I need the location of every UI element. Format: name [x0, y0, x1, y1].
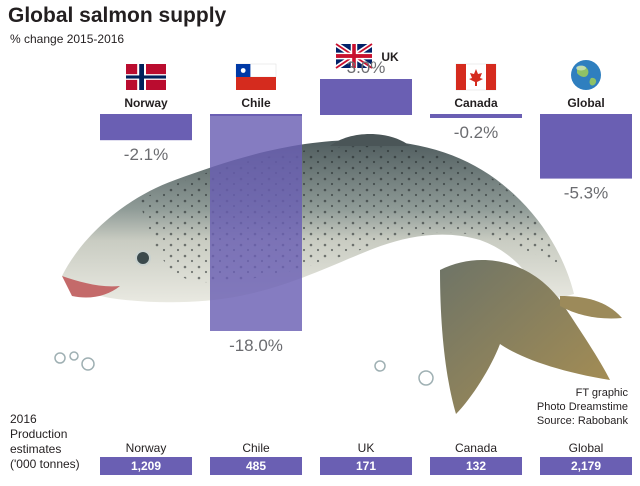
salmon-mouth	[62, 276, 120, 298]
production-label-line: Production	[10, 427, 68, 441]
value-label-chile: -18.0%	[229, 336, 283, 355]
country-label-chile: Chile	[241, 96, 271, 110]
chile-flag-icon	[235, 63, 277, 90]
bar-canada	[430, 115, 522, 118]
salmon-eye	[135, 250, 151, 266]
production-row: Norway 1,209 Chile 485 UK 171 Canada 132 Global 2…	[100, 441, 632, 475]
salmon-tail	[440, 260, 610, 414]
globe-icon	[571, 60, 601, 90]
production-value-canada: 132	[466, 459, 486, 473]
salmon-photo	[54, 134, 622, 414]
value-label-group: -2.1% -18.0% 3.0% -0.2% -5.3%	[124, 58, 608, 355]
water-droplets	[54, 351, 434, 386]
production-country-norway: Norway	[126, 441, 167, 455]
production-box-canada	[430, 457, 522, 475]
chart-title: Global salmon supply	[8, 4, 227, 27]
production-label-line: ('000 tonnes)	[10, 457, 80, 471]
value-label-norway: -2.1%	[124, 145, 168, 164]
canada-flag-icon	[455, 63, 497, 91]
value-label-uk: 3.0%	[347, 58, 386, 77]
production-box-global	[540, 457, 632, 475]
production-box-uk	[320, 457, 412, 475]
credit-line: FT graphic	[575, 387, 628, 399]
bar-norway	[100, 115, 192, 141]
production-country-canada: Canada	[455, 441, 497, 455]
production-country-uk: UK	[358, 441, 375, 455]
production-label-line: estimates	[10, 442, 62, 456]
production-value-chile: 485	[246, 459, 266, 473]
value-label-canada: -0.2%	[454, 123, 498, 142]
credit-line: Photo Dreamstime	[536, 401, 628, 413]
salmon-dorsal-fin	[330, 134, 410, 146]
production-box-norway	[100, 457, 192, 475]
production-box-chile	[210, 457, 302, 475]
country-label-norway: Norway	[124, 96, 168, 110]
production-country-global: Global	[569, 441, 604, 455]
country-label-global: Global	[567, 96, 604, 110]
country-label-canada: Canada	[454, 96, 498, 110]
production-label-line: 2016	[10, 412, 37, 426]
credit-line: Source: Rabobank	[536, 415, 628, 427]
salmon-ventral-fin	[560, 296, 622, 319]
production-country-chile: Chile	[242, 441, 270, 455]
value-label-global: -5.3%	[564, 184, 608, 203]
bar-global	[540, 115, 632, 179]
production-value-norway: 1,209	[131, 459, 161, 473]
flag-group	[126, 41, 601, 91]
production-label: 2016 Production estimates ('000 tonnes)	[10, 412, 80, 472]
uk-flag-icon	[334, 41, 374, 71]
country-label-uk: UK	[381, 50, 399, 64]
bar-uk	[320, 79, 412, 115]
chart-subtitle: % change 2015-2016	[10, 32, 125, 46]
production-value-uk: 171	[356, 459, 376, 473]
production-value-global: 2,179	[571, 459, 601, 473]
norway-flag-icon	[126, 64, 166, 90]
credits: FT graphic Photo Dreamstime Source: Rabo…	[537, 386, 628, 428]
bar-group	[100, 79, 632, 331]
bar-chile	[210, 115, 302, 331]
country-label-group: Norway Chile UK Canada Global	[124, 50, 604, 110]
